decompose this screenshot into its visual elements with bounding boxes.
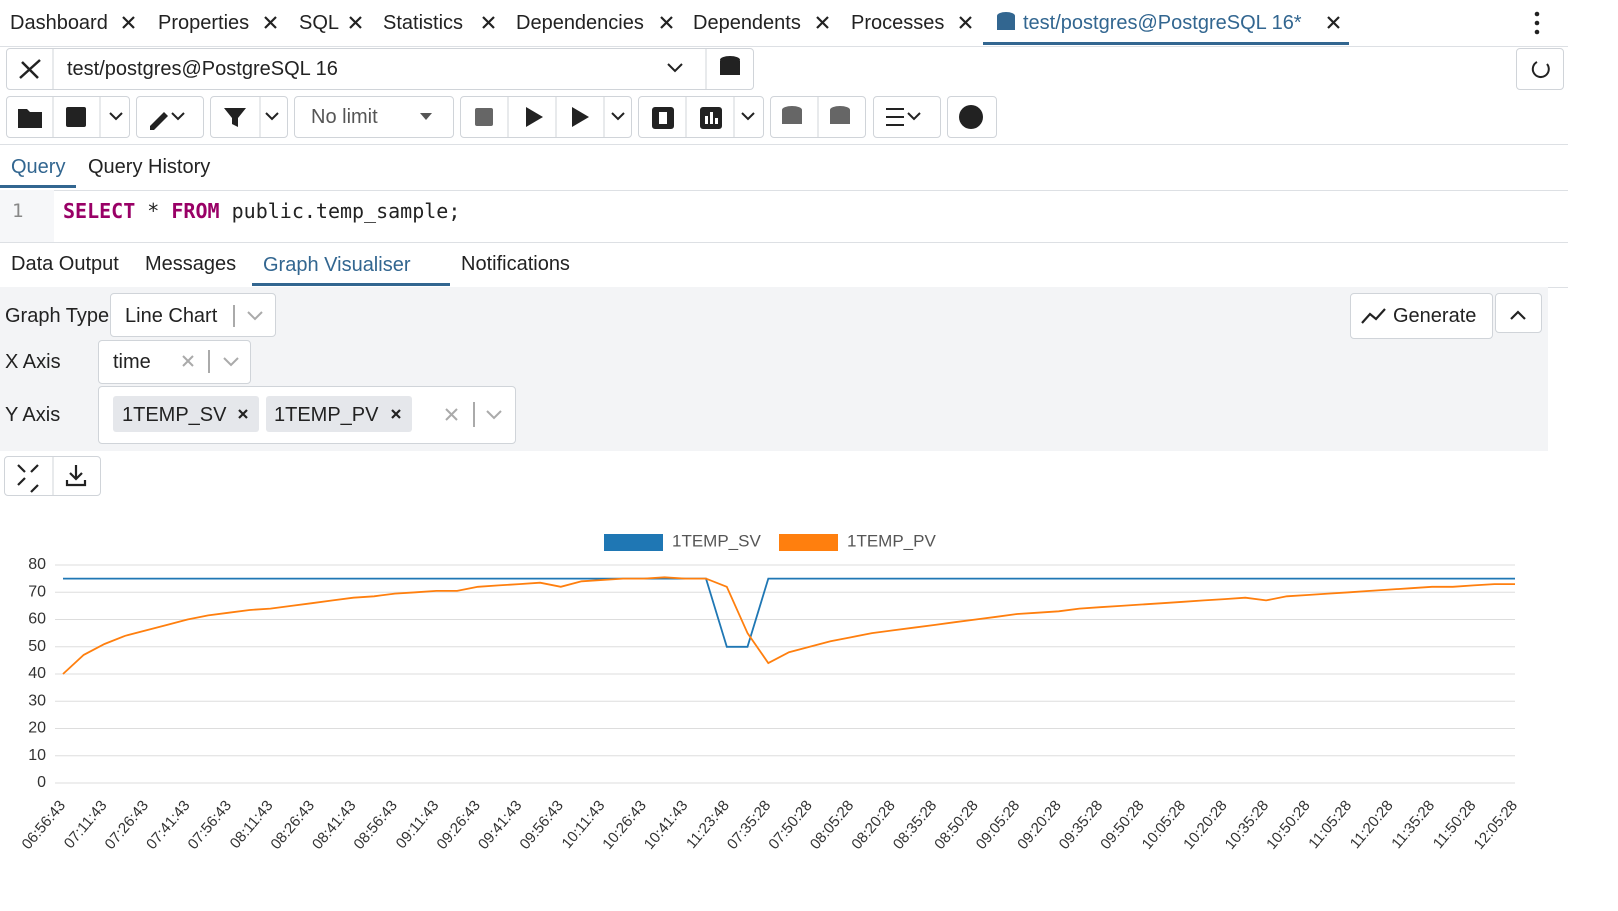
x-tick-label: 08:20:28 [848, 797, 899, 853]
series-line [63, 577, 1515, 648]
x-axis-value: time [113, 351, 151, 373]
x-tick-label: 10:05:28 [1139, 797, 1190, 853]
table-name: public.temp_sample; [231, 199, 461, 223]
x-tick-label: 09:50:28 [1097, 797, 1148, 853]
x-tick-label: 09:05:28 [973, 797, 1024, 853]
tab-underline [983, 42, 1349, 45]
legend-label: 1TEMP_SV [672, 531, 761, 550]
y-tick-label: 50 [28, 638, 46, 655]
keyword: FROM [171, 199, 220, 223]
y-tick-label: 80 [28, 556, 46, 573]
x-tick-label: 07:41:43 [143, 797, 194, 853]
chip-label: 1TEMP_PV [274, 404, 379, 426]
x-tick-label: 10:41:43 [641, 797, 692, 853]
y-tick-label: 70 [28, 583, 46, 600]
x-tick-label: 07:56:43 [184, 797, 235, 853]
graph-type-select[interactable] [110, 293, 276, 337]
tab[interactable]: Dependents [693, 12, 801, 34]
connection-select[interactable] [6, 48, 754, 90]
x-tick-label: 10:26:43 [599, 797, 650, 853]
y-tick-label: 60 [28, 611, 46, 628]
connection-icons [19, 48, 1550, 90]
x-tick-label: 11:05:28 [1305, 797, 1355, 852]
refresh-button[interactable] [1516, 48, 1564, 90]
chart: 0102030405060708006:56:4307:11:4307:26:4… [19, 531, 1522, 853]
x-tick-label: 09:26:43 [433, 797, 484, 853]
x-tick-label: 08:50:28 [931, 797, 982, 853]
gutter [0, 190, 54, 242]
macros-button[interactable] [873, 96, 941, 138]
toolbar-icons [18, 96, 983, 138]
x-tick-label: 10:20:28 [1180, 797, 1231, 853]
x-tick-label: 07:35:28 [724, 797, 775, 853]
tab[interactable]: Properties [158, 12, 250, 34]
x-tick-label: 09:20:28 [1014, 797, 1065, 853]
x-tick-label: 12:05:28 [1471, 797, 1522, 853]
x-tick-label: 06:56:43 [19, 797, 70, 853]
x-axis-select[interactable] [98, 340, 251, 384]
tab[interactable]: Processes [851, 12, 945, 34]
active-tab[interactable]: test/postgres@PostgreSQL 16* [1023, 12, 1302, 34]
y-tick-label: 10 [28, 747, 46, 764]
option-icons [17, 305, 1526, 496]
x-tick-label: 08:26:43 [267, 797, 318, 853]
query-tab-underline [0, 185, 76, 188]
x-tick-label: 08:05:28 [807, 797, 858, 853]
tab-icons [122, 11, 1540, 35]
x-tick-label: 08:41:43 [309, 797, 360, 853]
line-number: 1 [12, 200, 24, 222]
y-tick-label: 0 [37, 774, 46, 791]
x-tick-label: 09:35:28 [1056, 797, 1107, 853]
label: Y Axis [5, 404, 61, 426]
y-tick-label: 30 [28, 692, 46, 709]
x-tick-label: 07:26:43 [102, 797, 153, 853]
edit-button[interactable] [136, 96, 204, 138]
x-tick-label: 11:35:28 [1388, 797, 1438, 852]
tab[interactable]: Dependencies [516, 12, 644, 34]
x-tick-label: 09:41:43 [475, 797, 526, 853]
sql-code: SELECT * FROM public.temp_sample; [63, 199, 460, 223]
tab[interactable]: Statistics [383, 12, 464, 34]
help-button[interactable] [947, 96, 997, 138]
graph-type: Line Chart [125, 305, 218, 327]
x-tick-label: 09:56:43 [516, 797, 567, 853]
label: Graph Type [5, 305, 110, 327]
series-line [62, 576, 1515, 675]
y-tick-label: 20 [28, 720, 46, 737]
label: X Axis [5, 351, 61, 373]
chip-label: 1TEMP_SV [122, 404, 227, 426]
tab[interactable]: SQL [299, 12, 340, 34]
tab[interactable]: Dashboard [10, 12, 108, 34]
legend-swatch [604, 534, 663, 551]
tab-bar [0, 0, 1568, 47]
query-tab-bar [0, 144, 1568, 191]
chip[interactable] [113, 396, 259, 432]
result-tab[interactable]: Data Output [11, 253, 119, 275]
x-tick-label: 08:35:28 [890, 797, 941, 853]
x-tick-label: 07:50:28 [765, 797, 816, 853]
operator: * [147, 199, 160, 223]
generate-label: Generate [1393, 305, 1477, 327]
limit-value: No limit [311, 106, 378, 128]
x-tick-label: 10:35:28 [1222, 797, 1273, 853]
legend-swatch [779, 534, 838, 551]
chip[interactable] [266, 396, 412, 432]
x-tick-label: 11:20:28 [1347, 797, 1397, 852]
x-tick-label: 10:50:28 [1263, 797, 1314, 853]
active-result-tab[interactable]: Graph Visualiser [263, 254, 411, 276]
result-tab[interactable]: Notifications [461, 253, 570, 275]
query-history-tab[interactable]: Query History [88, 156, 211, 178]
query-tab[interactable]: Query [11, 156, 66, 178]
connection-name: test/postgres@PostgreSQL 16 [67, 58, 338, 80]
result-tab-underline [252, 283, 450, 286]
result-tab[interactable]: Messages [145, 253, 237, 275]
y-tick-label: 40 [28, 665, 46, 682]
keyword: SELECT [63, 199, 136, 223]
x-tick-label: 08:56:43 [350, 797, 401, 853]
legend-label: 1TEMP_PV [847, 531, 936, 550]
